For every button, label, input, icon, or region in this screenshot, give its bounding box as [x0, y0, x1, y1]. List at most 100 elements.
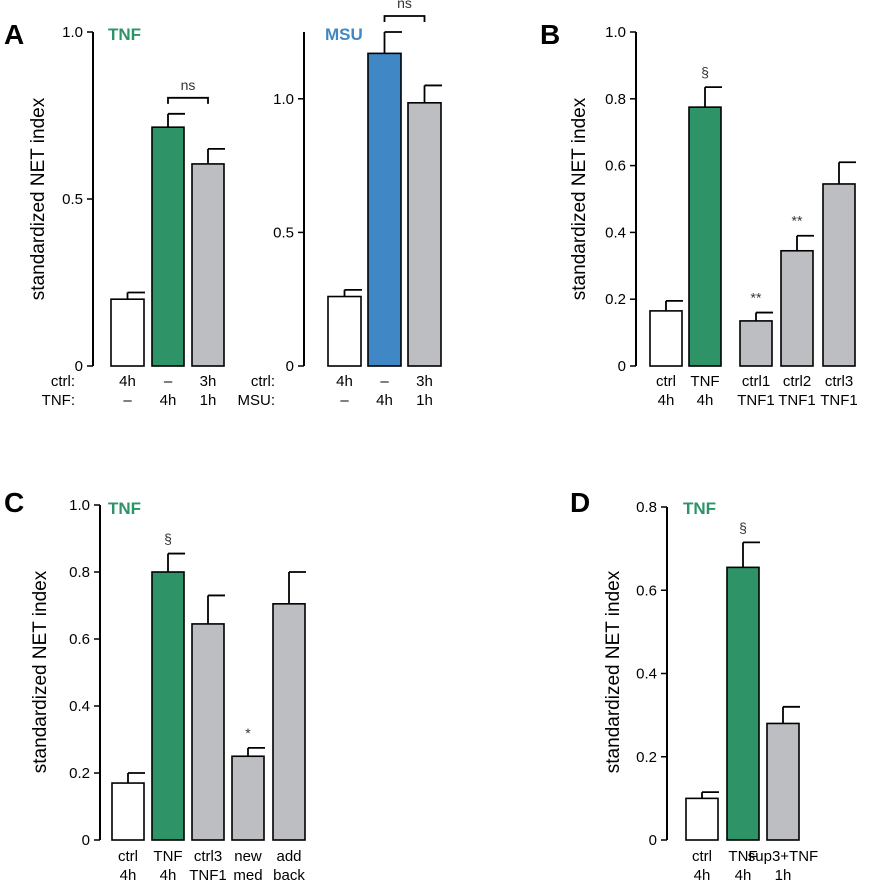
- y-tick-label: 0.4: [69, 698, 90, 715]
- y-tick-label: 1.0: [62, 24, 83, 41]
- bar: [726, 566, 760, 841]
- y-tick-label: 0.6: [636, 582, 657, 599]
- panel-letter: C: [4, 487, 24, 518]
- y-tick-label: 0.2: [605, 291, 626, 308]
- bar: [766, 722, 800, 841]
- y-tick-label: 0: [618, 358, 626, 375]
- bar: [367, 52, 402, 367]
- category-label: TNF1: [737, 392, 775, 409]
- category-label: ctrl3: [194, 848, 222, 865]
- category-label: 4h: [336, 373, 353, 390]
- category-label: 4h: [119, 373, 136, 390]
- y-tick-label: 0: [75, 358, 83, 375]
- panel-title: TNF: [683, 499, 716, 518]
- category-label: TNF1: [778, 392, 816, 409]
- bar: [327, 295, 362, 367]
- category-label: –: [340, 392, 349, 409]
- category-label: new: [234, 848, 262, 865]
- category-label: 1h: [416, 392, 433, 409]
- panel-a2: 0 0.5 1.0 MSU 4h – – 4h 3h 1h ctrl: MSU: ns: [238, 0, 442, 409]
- bar: [151, 571, 185, 841]
- significance-bracket: [383, 15, 426, 22]
- bar: [272, 603, 306, 841]
- y-tick-label: 0.8: [69, 564, 90, 581]
- bar: [231, 755, 265, 841]
- category-label: 1h: [200, 392, 217, 409]
- y-tick-label: 0.2: [636, 749, 657, 766]
- panel-title: TNF: [108, 25, 141, 44]
- significance-label: ns: [397, 0, 412, 11]
- significance-bracket: [167, 96, 209, 104]
- category-label: 4h: [735, 867, 752, 884]
- significance-label: **: [751, 290, 762, 306]
- category-label: –: [380, 373, 389, 390]
- y-tick-label: 0.5: [62, 191, 83, 208]
- y-tick-label: 0.6: [605, 158, 626, 175]
- row-label: ctrl:: [51, 373, 75, 390]
- bar: [649, 310, 683, 367]
- row-label: ctrl:: [251, 373, 275, 390]
- bar: [685, 797, 719, 841]
- y-tick-label: 1.0: [273, 91, 294, 108]
- category-label: TNF1: [189, 867, 227, 884]
- panel-letter: B: [540, 19, 560, 50]
- significance-label: *: [245, 725, 251, 741]
- category-label: 4h: [376, 392, 393, 409]
- category-label: –: [164, 373, 173, 390]
- category-label: 3h: [416, 373, 433, 390]
- category-label: med: [233, 867, 262, 884]
- category-label: back: [273, 867, 305, 884]
- category-label: TNF: [690, 373, 719, 390]
- category-label: add: [276, 848, 301, 865]
- bar: [407, 102, 442, 367]
- bar: [739, 320, 773, 367]
- category-label: 4h: [697, 392, 714, 409]
- y-tick-label: 0: [649, 832, 657, 849]
- bar: [151, 126, 185, 367]
- category-label: ctrl3: [825, 373, 853, 390]
- panel-letter: D: [570, 487, 590, 518]
- category-label: ctrl: [656, 373, 676, 390]
- bar: [822, 183, 856, 367]
- significance-label: ns: [181, 77, 196, 93]
- y-tick-label: 0.6: [69, 631, 90, 648]
- category-label: ctrl2: [783, 373, 811, 390]
- category-label: ctrl1: [742, 373, 770, 390]
- y-axis-label: standardized NET index: [28, 97, 49, 300]
- y-axis-label: standardized NET index: [603, 570, 624, 773]
- y-tick-label: 0.4: [636, 666, 657, 683]
- panel-letter: A: [4, 19, 24, 50]
- category-label: TNF1: [820, 392, 858, 409]
- category-label: –: [123, 392, 132, 409]
- y-tick-label: 1.0: [605, 24, 626, 41]
- category-label: sup3+TNF: [748, 848, 818, 865]
- category-label: 4h: [658, 392, 675, 409]
- panel-title: MSU: [325, 25, 363, 44]
- y-tick-label: 0.2: [69, 765, 90, 782]
- y-tick-label: 0.4: [605, 224, 626, 241]
- bar: [780, 249, 814, 367]
- row-label: TNF:: [42, 392, 75, 409]
- category-label: ctrl: [692, 848, 712, 865]
- y-axis-label: standardized NET index: [569, 97, 590, 300]
- significance-label: §: [164, 531, 172, 547]
- y-axis-label: standardized NET index: [30, 570, 51, 773]
- y-tick-label: 0.8: [636, 499, 657, 516]
- bar: [191, 163, 225, 367]
- significance-label: **: [792, 213, 803, 229]
- panel-a1: 0 0.5 1.0 standardized NET index A TNF 4h – – 4h 3…: [4, 19, 225, 409]
- category-label: 4h: [160, 392, 177, 409]
- y-tick-label: 0: [286, 358, 294, 375]
- row-label: MSU:: [238, 392, 276, 409]
- category-label: TNF: [728, 848, 757, 865]
- bar: [191, 623, 225, 841]
- y-tick-label: 1.0: [69, 497, 90, 514]
- panel-c: 0 0.2 0.4 0.6 0.8 1.0 standardized NET index C T…: [4, 487, 306, 884]
- bar: [688, 106, 722, 367]
- bar: [111, 782, 145, 841]
- category-label: 4h: [120, 867, 137, 884]
- panel-b: 0 0.2 0.4 0.6 0.8 1.0 standardized NET index Bc…: [540, 19, 858, 409]
- category-label: TNF: [153, 848, 182, 865]
- significance-label: §: [739, 519, 747, 535]
